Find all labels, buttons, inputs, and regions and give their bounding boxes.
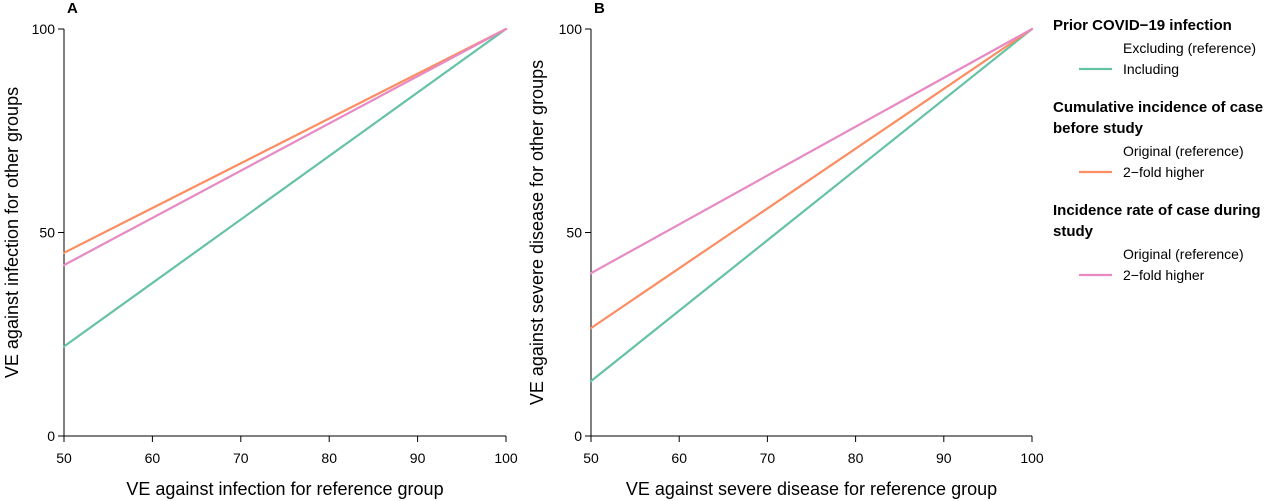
- series-line-incidence-rate-2fold: [589, 27, 1034, 275]
- x-tick-label: 70: [760, 450, 776, 466]
- x-tick-label: 50: [56, 450, 72, 466]
- legend-entry-label: Excluding (reference): [1123, 40, 1256, 56]
- legend: Prior COVID−19 infection Excluding (refer…: [1053, 17, 1263, 283]
- y-tick-label: 50: [566, 225, 582, 241]
- legend-entry-label: 2−fold higher: [1123, 164, 1205, 180]
- legend-heading: before study: [1053, 120, 1144, 137]
- panel-label: B: [594, 0, 605, 17]
- x-tick-label: 60: [671, 450, 687, 466]
- legend-heading: Cumulative incidence of case: [1053, 99, 1263, 116]
- y-tick-label: 50: [39, 225, 55, 241]
- x-axis-title: VE against severe disease for reference …: [626, 479, 997, 499]
- y-tick-label: 0: [574, 428, 582, 444]
- y-tick-label: 100: [559, 21, 583, 37]
- x-tick-label: 90: [936, 450, 952, 466]
- x-tick-label: 80: [848, 450, 864, 466]
- legend-entry-label: Original (reference): [1123, 246, 1244, 262]
- series-line-cumulative-incidence-2fold: [589, 27, 1034, 330]
- x-tick-label: 60: [145, 450, 161, 466]
- x-tick-label: 70: [233, 450, 249, 466]
- x-tick-label: 100: [494, 450, 518, 466]
- x-tick-label: 100: [1020, 450, 1044, 466]
- x-tick-label: 80: [321, 450, 337, 466]
- x-tick-label: 50: [583, 450, 599, 466]
- legend-entry-label: Including: [1123, 61, 1179, 77]
- legend-heading: Incidence rate of case during: [1053, 202, 1261, 219]
- series-line-incidence-rate-2fold: [62, 27, 508, 267]
- legend-heading: study: [1053, 223, 1094, 240]
- y-axis-title: VE against infection for other groups: [2, 87, 22, 378]
- x-axis-title: VE against infection for reference group: [126, 479, 443, 499]
- y-tick-label: 100: [32, 21, 56, 37]
- y-axis-title: VE against severe disease for other grou…: [527, 60, 547, 405]
- series-line-cumulative-incidence-2fold: [62, 27, 508, 254]
- panel-label: A: [67, 0, 78, 17]
- legend-heading: Prior COVID−19 infection: [1053, 17, 1232, 34]
- series-line-prior-infection-including: [589, 27, 1034, 383]
- legend-entry-label: Original (reference): [1123, 143, 1244, 159]
- legend-entry-label: 2−fold higher: [1123, 267, 1205, 283]
- y-tick-label: 0: [47, 428, 55, 444]
- x-tick-label: 90: [410, 450, 426, 466]
- series-line-prior-infection-including: [62, 27, 508, 348]
